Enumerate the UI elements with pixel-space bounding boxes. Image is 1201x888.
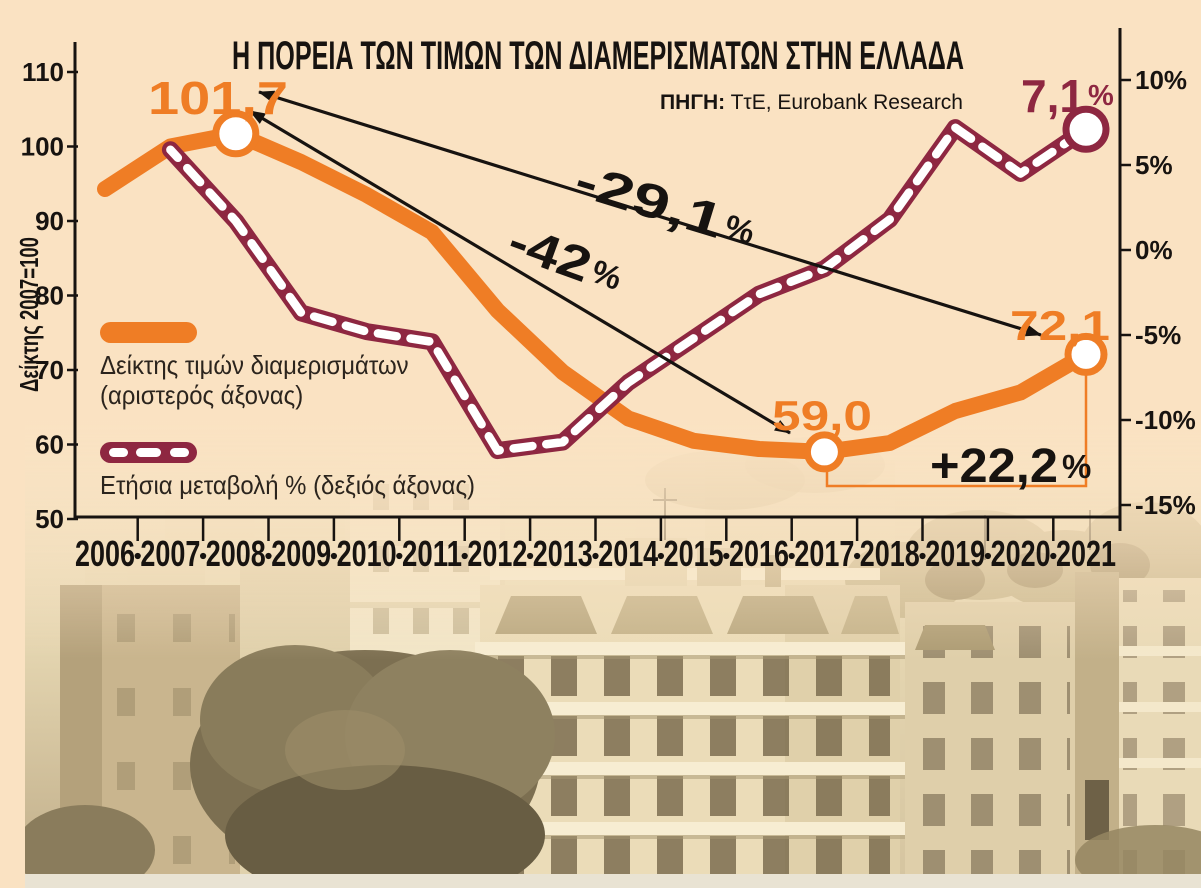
photo-top-fade [25, 420, 1201, 660]
data-point-label-2021: 72,1 [1010, 302, 1110, 349]
right-axis-tick-label: 10% [1135, 65, 1187, 95]
x-axis-year-label: 2017 [794, 533, 854, 574]
left-axis-tick-label: 50 [35, 504, 64, 534]
x-axis-tick-dot [527, 552, 534, 560]
x-axis-year-label: 2015 [664, 533, 724, 574]
x-axis-tick-dot [723, 552, 730, 560]
x-axis-year-label: 2019 [925, 533, 985, 574]
legend-label-index-line1: Δείκτης τιμών διαμερισμάτων [100, 350, 409, 380]
x-axis-year-label: 2021 [1056, 533, 1116, 574]
svg-text:-29,1: -29,1 [569, 154, 730, 249]
annotation-arrow-drop-2008-2017 [249, 109, 791, 435]
x-axis-year-label: 2013 [533, 533, 593, 574]
x-axis-tick-dot [788, 552, 795, 560]
right-axis-tick-label: 0% [1135, 235, 1173, 265]
svg-text:7,1: 7,1 [1021, 70, 1085, 122]
x-axis-year-label: 2012 [467, 533, 527, 574]
right-axis-tick-label: -15% [1135, 490, 1196, 520]
legend-dash-segment [169, 448, 189, 457]
x-axis-tick-dot [854, 552, 861, 560]
x-axis-tick-dot [134, 552, 141, 560]
x-axis-year-label: 2008 [206, 533, 266, 574]
x-axis-tick-dot [592, 552, 599, 560]
legend-dash-segment [136, 448, 161, 457]
svg-text:%: % [587, 252, 627, 297]
left-axis-tick-label: 110 [22, 57, 64, 87]
right-axis-tick-label: 5% [1135, 150, 1173, 180]
x-axis-tick-dot [984, 552, 992, 560]
left-axis-tick-label: 80 [35, 281, 64, 311]
x-axis-tick-dot [919, 552, 926, 560]
background-photo-cityscape [15, 420, 1201, 888]
legend-label-change: Ετήσια μεταβολή % (δεξιός άξονας) [100, 470, 475, 500]
legend-label-index-line2: (αριστερός άξονας) [100, 380, 304, 410]
data-point-label-2008: 101,7 [148, 72, 288, 124]
x-axis-year-label: 2006 [75, 533, 135, 574]
left-axis-tick-label: 100 [21, 132, 64, 162]
x-axis-tick-dot [265, 552, 272, 560]
annotation-label-drop-2008-2017: -42% [501, 215, 627, 297]
data-point-marker-2021 [1064, 332, 1108, 376]
data-point-label-2021: 7,1% [1021, 70, 1114, 122]
x-axis-tick-dot [396, 552, 403, 560]
x-axis-year-label: 2020 [991, 533, 1051, 574]
x-axis-year-label: 2007 [140, 533, 200, 574]
x-axis-tick-dot [657, 552, 665, 560]
x-axis-year-label: 2014 [598, 533, 658, 574]
left-axis-tick-label: 60 [35, 430, 64, 460]
x-axis-year-label: 2018 [860, 533, 920, 574]
right-axis-tick-label: -10% [1135, 405, 1196, 435]
x-axis-year-label: 2016 [729, 533, 789, 574]
annotation-bracket-rise-2017-2021 [825, 372, 1088, 488]
x-axis-tick-dot [1050, 552, 1057, 560]
svg-text:%: % [1088, 80, 1114, 112]
data-point-marker-2008 [212, 110, 260, 158]
x-axis-year-label: 2011 [402, 533, 462, 574]
x-axis-year-label: 2010 [337, 533, 397, 574]
svg-text:+22,2: +22,2 [930, 440, 1058, 493]
annotation-label-rise-2017-2021: +22,2% [930, 440, 1091, 493]
legend-dash-segment [108, 448, 128, 457]
svg-text:-42: -42 [501, 215, 598, 294]
svg-text:%: % [1062, 448, 1091, 485]
x-axis-year-label: 2009 [271, 533, 331, 574]
x-axis-tick-dot [330, 552, 337, 560]
photo-tree-foreground [15, 645, 1201, 888]
chart-title: Η ΠΟΡΕΙΑ ΤΩΝ ΤΙΜΩΝ ΤΩΝ ΔΙΑΜΕΡΙΣΜΑΤΩΝ ΣΤΗ… [232, 34, 964, 78]
photo-bottom-strip [25, 874, 1201, 888]
data-point-label-2017: 59,0 [772, 392, 872, 439]
left-axis-title: Δείκτης 2007=100 [14, 237, 44, 392]
x-axis-tick-dot [200, 552, 207, 560]
data-point-marker-2021 [1062, 105, 1110, 153]
data-point-marker-2017 [803, 431, 845, 473]
legend-label-change-line1: Ετήσια μεταβολή % (δεξιός άξονας) [100, 470, 476, 500]
x-axis-tick-dot [461, 552, 468, 560]
legend-swatch-change-line [100, 442, 197, 463]
left-axis-tick-label: 90 [35, 206, 64, 236]
left-axis-tick-label: 70 [35, 355, 64, 385]
source-credit: ΠΗΓΗ: ΤτΕ, Eurobank Research [660, 91, 963, 114]
legend-label-index: Δείκτης τιμών διαμερισμάτων (αριστερός ά… [100, 350, 409, 410]
legend-swatch-index-line [100, 322, 197, 343]
cityscape-illustration [15, 420, 1201, 888]
right-axis-tick-label: -5% [1135, 320, 1181, 350]
